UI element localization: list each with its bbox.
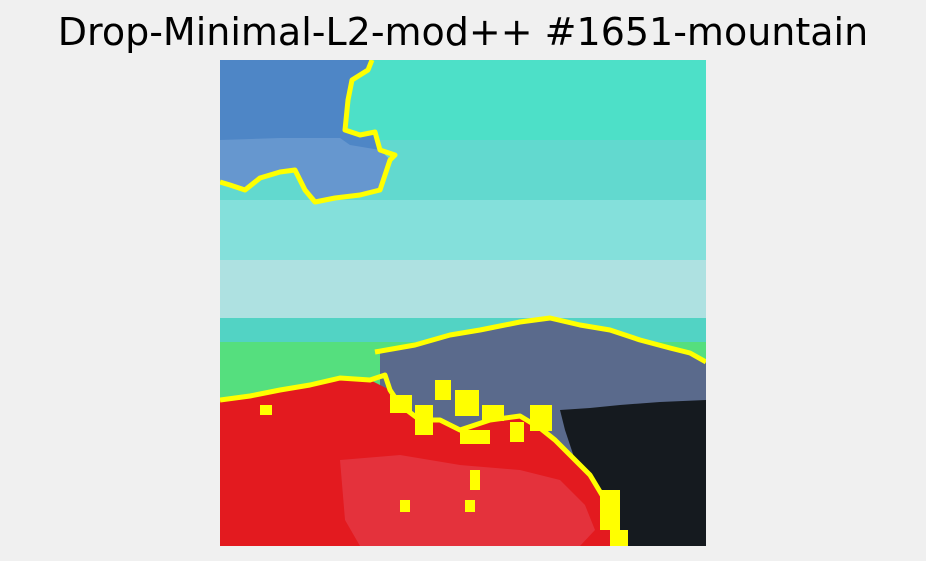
segmentation-image [220, 60, 706, 546]
segmentation-overlay-icon [220, 60, 706, 546]
figure-title: Drop-Minimal-L2-mod++ #1651-mountain [57, 10, 869, 54]
boundary-mountain-top [374, 315, 706, 365]
boundary-blobs [260, 380, 628, 546]
boundary-green-red [220, 372, 628, 546]
blob [510, 422, 524, 442]
blob [435, 380, 451, 400]
blob [260, 405, 272, 415]
blob [465, 500, 475, 512]
blob [610, 530, 628, 546]
blob [455, 390, 479, 416]
region-sky-light-blue [220, 138, 390, 202]
blob [600, 490, 620, 530]
boundary-lines [220, 60, 706, 546]
blob [415, 405, 433, 435]
band-pale-cyan [220, 260, 706, 320]
blob [530, 405, 552, 431]
blob [390, 395, 412, 413]
boundary-sky [220, 60, 398, 205]
blob [482, 405, 504, 421]
blob [400, 500, 410, 512]
blob [470, 470, 480, 490]
band-cyan-light [220, 200, 706, 260]
blob [460, 430, 490, 444]
